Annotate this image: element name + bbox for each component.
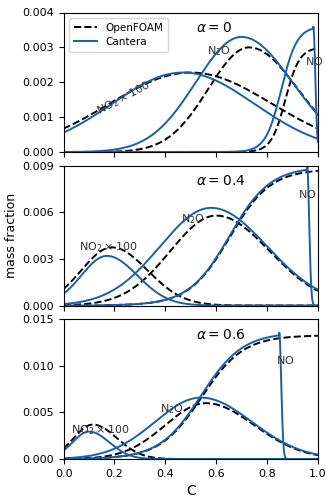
Text: $\mathrm{NO}$: $\mathrm{NO}$ — [305, 56, 324, 68]
Text: $\mathrm{N_2O}$: $\mathrm{N_2O}$ — [160, 402, 184, 415]
Text: $\mathrm{N_2O}$: $\mathrm{N_2O}$ — [207, 44, 231, 58]
Text: $\mathrm{NO_2} \times 100$: $\mathrm{NO_2} \times 100$ — [79, 240, 137, 254]
Text: $\mathrm{NO_2} \times 100$: $\mathrm{NO_2} \times 100$ — [71, 424, 130, 437]
Text: mass fraction: mass fraction — [5, 192, 18, 278]
Text: $\mathrm{NO_2} \times 100$: $\mathrm{NO_2} \times 100$ — [94, 78, 152, 118]
Text: $\alpha = 0$: $\alpha = 0$ — [196, 21, 232, 35]
X-axis label: C: C — [186, 484, 196, 498]
Text: $\mathrm{NO}$: $\mathrm{NO}$ — [298, 188, 316, 200]
Text: $\mathrm{NO}$: $\mathrm{NO}$ — [276, 354, 294, 366]
Text: $\alpha = 0.6$: $\alpha = 0.6$ — [196, 328, 245, 342]
Text: $\mathrm{N_2O}$: $\mathrm{N_2O}$ — [181, 212, 204, 226]
Text: $\alpha = 0.4$: $\alpha = 0.4$ — [196, 174, 245, 188]
Legend: OpenFOAM, Cantera: OpenFOAM, Cantera — [69, 18, 168, 52]
